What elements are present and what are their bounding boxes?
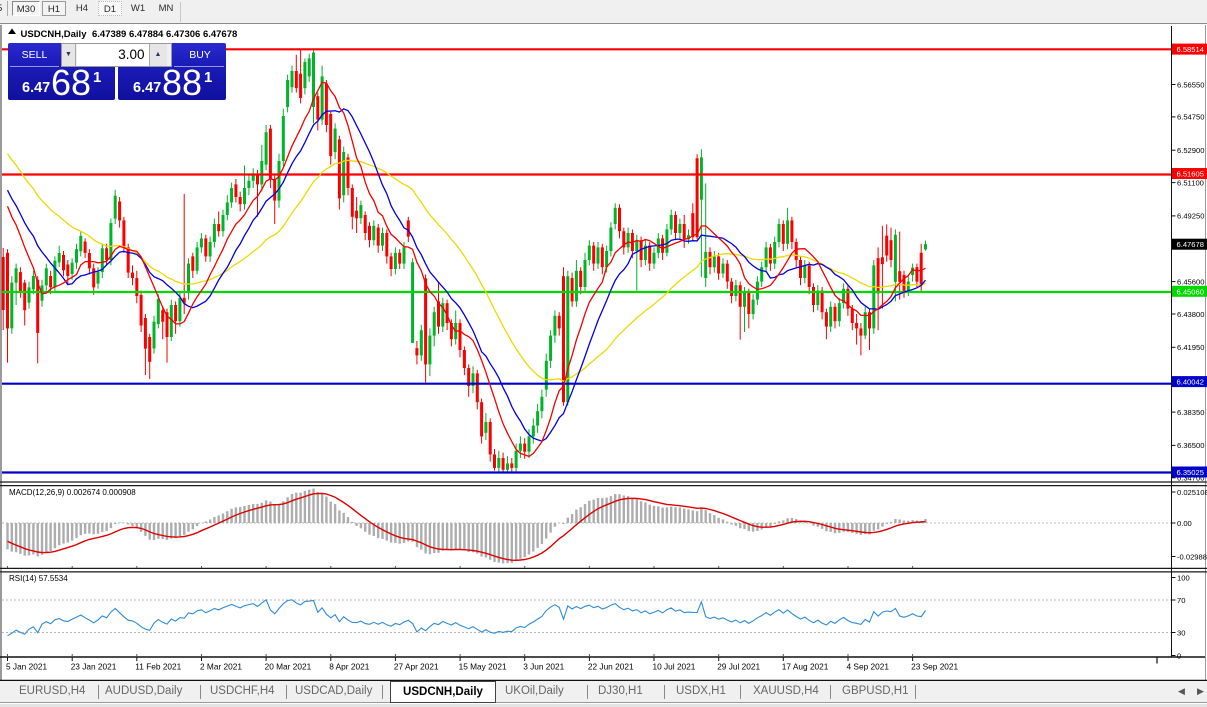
svg-text:6.52900: 6.52900 — [1177, 146, 1204, 155]
svg-text:30: 30 — [1177, 628, 1185, 637]
svg-text:70: 70 — [1177, 596, 1185, 605]
svg-text:6.51100: 6.51100 — [1177, 178, 1204, 187]
svg-text:6.35025: 6.35025 — [1177, 468, 1204, 477]
svg-text:17 Aug 2021: 17 Aug 2021 — [782, 662, 829, 672]
svg-text:3 Jun 2021: 3 Jun 2021 — [523, 662, 564, 672]
svg-text:6.54750: 6.54750 — [1177, 113, 1204, 122]
svg-text:6.58514: 6.58514 — [1177, 45, 1204, 54]
svg-text:23 Jan 2021: 23 Jan 2021 — [71, 662, 117, 672]
svg-text:10 Jul 2021: 10 Jul 2021 — [653, 662, 696, 672]
svg-text:11 Feb 2021: 11 Feb 2021 — [135, 662, 181, 672]
svg-text:22 Jun 2021: 22 Jun 2021 — [588, 662, 634, 672]
svg-text:23 Sep 2021: 23 Sep 2021 — [911, 662, 958, 672]
svg-text:6.45600: 6.45600 — [1177, 277, 1204, 286]
svg-text:6.47389 6.47884 6.47306 6.4767: 6.47389 6.47884 6.47306 6.47678 — [92, 29, 237, 40]
svg-text:6.38350: 6.38350 — [1177, 408, 1204, 417]
svg-text:MACD(12,26,9) 0.002674 0.00090: MACD(12,26,9) 0.002674 0.000908 — [9, 488, 136, 497]
svg-text:29 Jul 2021: 29 Jul 2021 — [717, 662, 760, 672]
svg-text:6.36500: 6.36500 — [1177, 441, 1204, 450]
svg-text:15 May 2021: 15 May 2021 — [459, 662, 507, 672]
svg-text:USDCNH,Daily: USDCNH,Daily — [21, 29, 88, 40]
svg-text:0: 0 — [1177, 651, 1181, 660]
svg-text:6.49250: 6.49250 — [1177, 212, 1204, 221]
svg-text:RSI(14) 57.5534: RSI(14) 57.5534 — [9, 574, 68, 583]
svg-text:-0.02988: -0.02988 — [1177, 552, 1207, 561]
svg-text:27 Apr 2021: 27 Apr 2021 — [394, 662, 439, 672]
svg-text:6.45060: 6.45060 — [1177, 287, 1204, 296]
svg-text:5 Jan 2021: 5 Jan 2021 — [6, 662, 47, 672]
svg-text:6.51605: 6.51605 — [1177, 170, 1204, 179]
svg-text:6.47678: 6.47678 — [1177, 240, 1204, 249]
svg-text:20 Mar 2021: 20 Mar 2021 — [265, 662, 312, 672]
svg-text:6.56550: 6.56550 — [1177, 80, 1204, 89]
svg-text:100: 100 — [1177, 573, 1190, 582]
svg-text:4 Sep 2021: 4 Sep 2021 — [847, 662, 890, 672]
svg-text:6.43800: 6.43800 — [1177, 310, 1204, 319]
svg-text:6.34700: 6.34700 — [1177, 474, 1204, 483]
svg-text:8 Apr 2021: 8 Apr 2021 — [329, 662, 370, 672]
svg-text:6.40042: 6.40042 — [1177, 378, 1204, 387]
svg-text:0.00: 0.00 — [1177, 519, 1192, 528]
svg-text:2 Mar 2021: 2 Mar 2021 — [200, 662, 242, 672]
svg-text:6.41950: 6.41950 — [1177, 343, 1204, 352]
svg-text:0.025108: 0.025108 — [1177, 488, 1207, 497]
